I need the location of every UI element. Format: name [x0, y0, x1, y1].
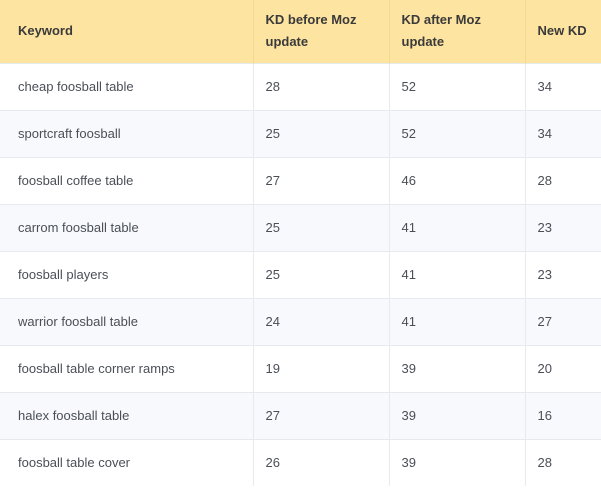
table-row: foosball table cover 26 39 28: [0, 439, 601, 486]
new-kd-cell: 23: [537, 267, 552, 282]
table-row: sportcraft foosball 25 52 34: [0, 110, 601, 157]
table-row: warrior foosball table 24 41 27: [0, 298, 601, 345]
table-header-row: Keyword KD before Moz update KD after Mo…: [0, 0, 601, 63]
kd-after-cell: 39: [389, 439, 526, 486]
header-kd-after: KD after Moz update: [389, 0, 526, 63]
keyword-cell: foosball table cover: [0, 439, 254, 486]
table-row: foosball players 25 41 23: [0, 251, 601, 298]
new-kd-cell: 20: [537, 361, 552, 376]
kd-after-cell: 39: [389, 345, 526, 392]
keyword-cell: foosball table corner ramps: [0, 345, 254, 392]
kd-after-cell: 52: [389, 110, 526, 157]
table-row: carrom foosball table 25 41 23: [0, 204, 601, 251]
keyword-cell: foosball players: [0, 251, 254, 298]
kd-before-cell: 25: [253, 110, 390, 157]
table-row: foosball table corner ramps 19 39 20: [0, 345, 601, 392]
keyword-cell: warrior foosball table: [0, 298, 254, 345]
keyword-cell: foosball coffee table: [0, 157, 254, 204]
new-kd-cell: 34: [537, 79, 552, 94]
kd-before-cell: 25: [253, 251, 390, 298]
new-kd-cell: 16: [537, 408, 552, 423]
header-kd-before: KD before Moz update: [253, 0, 390, 63]
kd-before-cell: 25: [253, 204, 390, 251]
kd-before-cell: 26: [253, 439, 390, 486]
kd-after-cell: 52: [389, 63, 526, 110]
kd-after-cell: 46: [389, 157, 526, 204]
keyword-cell: halex foosball table: [0, 392, 254, 439]
kd-after-cell: 41: [389, 298, 526, 345]
keyword-cell: cheap foosball table: [0, 63, 254, 110]
new-kd-cell: 23: [537, 220, 552, 235]
kd-after-cell: 39: [389, 392, 526, 439]
header-new-kd: New KD: [537, 23, 587, 39]
new-kd-cell: 28: [537, 455, 552, 471]
keyword-cell: carrom foosball table: [0, 204, 254, 251]
header-keyword: Keyword: [0, 0, 254, 63]
kd-after-cell: 41: [389, 204, 526, 251]
table-row: foosball coffee table 27 46 28: [0, 157, 601, 204]
kd-after-cell: 41: [389, 251, 526, 298]
table-row: halex foosball table 27 39 16: [0, 392, 601, 439]
kd-before-cell: 24: [253, 298, 390, 345]
keyword-cell: sportcraft foosball: [0, 110, 254, 157]
kd-before-cell: 27: [253, 157, 390, 204]
kd-before-cell: 19: [253, 345, 390, 392]
new-kd-cell: 34: [537, 126, 552, 141]
kd-before-cell: 28: [253, 63, 390, 110]
new-kd-cell: 28: [537, 173, 552, 188]
new-kd-cell: 27: [537, 314, 552, 329]
table-row: cheap foosball table 28 52 34: [0, 63, 601, 110]
kd-before-cell: 27: [253, 392, 390, 439]
